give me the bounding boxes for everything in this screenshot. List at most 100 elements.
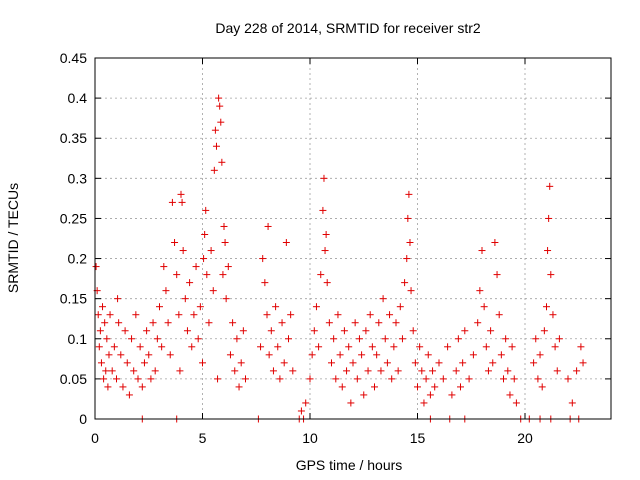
data-point (278, 319, 286, 327)
data-point (181, 295, 189, 303)
y-tick-label: 0.2 (68, 251, 88, 267)
data-point (340, 327, 348, 335)
x-tick-label: 0 (91, 430, 99, 446)
data-point (435, 359, 443, 367)
data-point (429, 367, 437, 375)
data-point (500, 375, 507, 383)
data-point (123, 359, 131, 367)
data-point (390, 343, 398, 351)
data-point (532, 335, 540, 343)
data-point (544, 247, 552, 255)
data-point (138, 383, 146, 391)
data-point (186, 279, 194, 287)
data-point (375, 319, 383, 327)
data-point (355, 335, 363, 343)
y-tick-label: 0.3 (68, 170, 88, 186)
data-point (320, 174, 328, 182)
data-point (229, 319, 237, 327)
data-point (360, 391, 368, 399)
data-point (221, 239, 229, 247)
data-point (406, 239, 414, 247)
data-point (310, 327, 318, 335)
data-point (555, 335, 563, 343)
data-point (151, 367, 159, 375)
data-point (465, 375, 473, 383)
data-point (153, 335, 161, 343)
data-point (105, 351, 113, 359)
data-point (312, 303, 320, 311)
data-point (114, 295, 122, 303)
data-point (265, 351, 273, 359)
grid-lines (95, 58, 611, 419)
data-point (297, 407, 305, 415)
data-point (218, 158, 226, 166)
data-point (173, 271, 181, 279)
data-point (264, 222, 272, 230)
data-point (323, 279, 331, 287)
data-point (183, 327, 191, 335)
data-point (117, 351, 125, 359)
data-point (388, 375, 396, 383)
data-point (364, 367, 372, 375)
data-point (495, 311, 503, 319)
data-point (100, 375, 108, 383)
data-point (322, 230, 330, 238)
data-point (358, 351, 366, 359)
data-point (134, 375, 142, 383)
data-point (573, 367, 581, 375)
data-point (205, 319, 213, 327)
data-point (178, 198, 186, 206)
data-point (219, 271, 227, 279)
data-point (308, 351, 316, 359)
data-point (577, 343, 585, 351)
data-point (426, 391, 434, 399)
data-point (192, 263, 200, 271)
data-point (315, 343, 323, 351)
data-point (130, 367, 138, 375)
data-point (147, 375, 155, 383)
data-point (113, 375, 120, 383)
data-point (347, 399, 355, 407)
data-point (373, 351, 381, 359)
y-tick-label: 0 (79, 411, 87, 427)
plot-frame (94, 57, 612, 420)
data-point (272, 303, 280, 311)
data-point (128, 335, 136, 343)
y-tick-labels: 0 0.05 0.1 0.15 0.2 0.25 0.3 0.35 0.4 0.45 (60, 50, 87, 427)
y-tick-label: 0.25 (60, 210, 87, 226)
data-point (96, 327, 104, 335)
data-point (321, 247, 329, 255)
data-point (444, 343, 452, 351)
data-point (491, 239, 499, 247)
data-point (259, 255, 267, 263)
data-point (551, 343, 559, 351)
x-tick-label: 20 (517, 430, 533, 446)
data-point (334, 311, 342, 319)
y-tick-label: 0.15 (60, 291, 87, 307)
data-point (95, 343, 103, 351)
data-point (108, 367, 116, 375)
data-point (422, 375, 430, 383)
x-tick-label: 15 (410, 430, 426, 446)
data-point (119, 383, 127, 391)
data-point (368, 343, 376, 351)
y-axis-label: SRMTID / TECUs (5, 183, 21, 293)
data-point (536, 351, 544, 359)
x-tick-label: 5 (199, 430, 207, 446)
data-point (386, 311, 394, 319)
data-point (424, 351, 432, 359)
data-point (543, 303, 550, 311)
data-point (404, 214, 412, 222)
data-point (214, 375, 222, 383)
data-point (200, 255, 208, 263)
data-point (545, 214, 553, 222)
data-point (538, 383, 546, 391)
data-point (392, 319, 400, 327)
data-point (280, 359, 288, 367)
data-point (489, 359, 497, 367)
data-point (480, 303, 488, 311)
data-point (199, 359, 206, 367)
data-point (166, 351, 174, 359)
data-point (282, 239, 290, 247)
